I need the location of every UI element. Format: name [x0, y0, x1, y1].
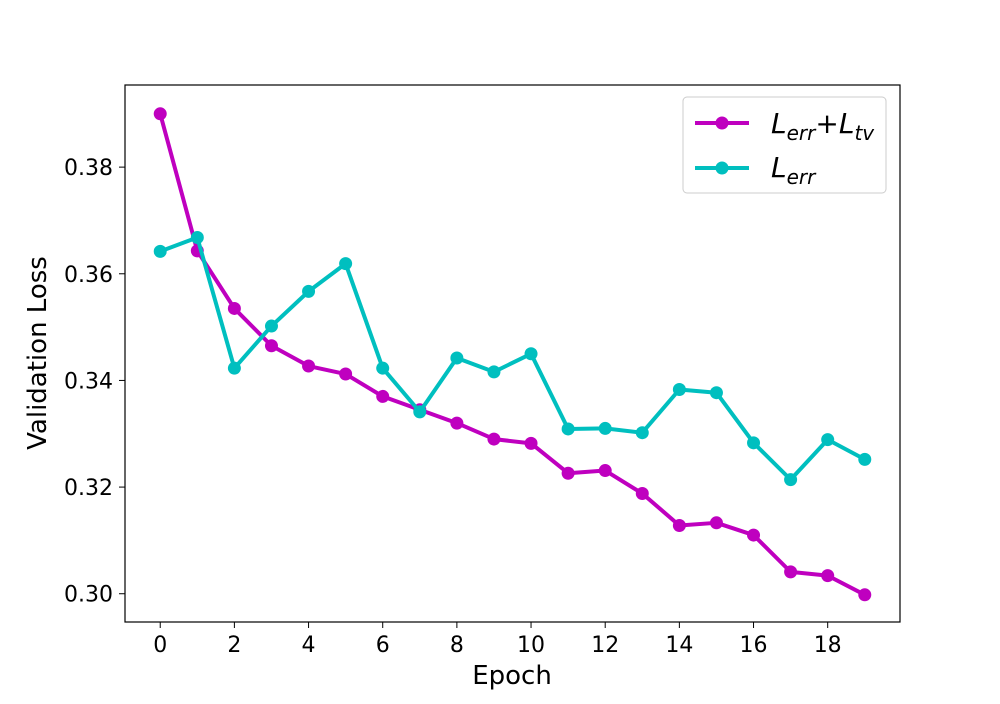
legend-lerr-ltv-plus: + — [815, 107, 838, 140]
data-point-lerr — [413, 405, 427, 419]
data-point-lerr_ltv — [376, 389, 390, 403]
data-point-lerr_ltv — [227, 301, 241, 315]
data-point-lerr — [227, 361, 241, 375]
legend-label-lerr: Lerr — [771, 151, 817, 189]
data-point-lerr_ltv — [784, 565, 798, 579]
data-point-lerr — [153, 244, 167, 258]
x-tick-label: 0 — [153, 633, 167, 658]
data-point-lerr_ltv — [487, 432, 501, 446]
data-point-lerr — [339, 257, 353, 271]
x-tick-label: 18 — [814, 633, 842, 658]
y-tick-label: 0.32 — [64, 476, 113, 501]
legend: Lerr+Ltv Lerr — [682, 96, 887, 194]
y-tick-label: 0.30 — [64, 583, 113, 608]
data-point-lerr_ltv — [598, 464, 612, 478]
legend-swatch-marker-lerr-ltv — [715, 116, 729, 130]
x-tick-label: 8 — [450, 633, 464, 658]
y-tick-label: 0.34 — [64, 369, 113, 394]
legend-swatch-marker-lerr — [715, 161, 729, 175]
x-axis-ticks: 0 2 4 6 8 10 12 14 16 18 — [153, 622, 842, 658]
data-point-lerr — [709, 386, 723, 400]
data-point-lerr — [561, 422, 575, 436]
legend-lerr-ltv-l1: L — [771, 107, 787, 140]
data-point-lerr_ltv — [747, 528, 761, 542]
y-tick-label: 0.36 — [64, 263, 113, 288]
data-point-lerr — [302, 284, 316, 298]
y-tick-label: 0.38 — [64, 156, 113, 181]
data-point-lerr — [784, 473, 798, 487]
data-point-lerr — [376, 361, 390, 375]
x-axis-label: Epoch — [472, 661, 552, 691]
x-tick-label: 2 — [227, 633, 241, 658]
data-point-lerr_ltv — [672, 518, 686, 532]
series-line-lerr — [159, 235, 866, 482]
legend-lerr-ltv-l2: L — [839, 107, 855, 140]
data-point-lerr — [747, 436, 761, 450]
series-layer — [153, 107, 872, 602]
x-tick-label: 12 — [591, 633, 619, 658]
data-point-lerr — [450, 351, 464, 365]
data-point-lerr — [635, 426, 649, 440]
x-tick-label: 16 — [740, 633, 768, 658]
data-point-lerr_ltv — [561, 466, 575, 480]
x-tick-label: 4 — [302, 633, 316, 658]
data-point-lerr — [598, 421, 612, 435]
y-axis-ticks: 0.30 0.32 0.34 0.36 0.38 — [64, 156, 125, 608]
y-axis-label: Validation Loss — [23, 256, 53, 450]
data-point-lerr — [487, 365, 501, 379]
data-point-lerr_ltv — [821, 569, 835, 583]
legend-lerr-sub1: err — [787, 165, 818, 189]
series-line-lerr_ltv — [158, 113, 866, 597]
data-point-lerr_ltv — [264, 339, 278, 353]
data-point-lerr_ltv — [339, 367, 353, 381]
legend-lerr-ltv-sub2: tv — [854, 121, 875, 145]
legend-lerr-ltv-sub1: err — [787, 121, 818, 145]
x-tick-label: 14 — [665, 633, 693, 658]
x-tick-label: 6 — [376, 633, 390, 658]
data-point-lerr — [264, 319, 278, 333]
data-point-lerr — [821, 433, 835, 447]
legend-lerr-l1: L — [771, 151, 787, 184]
data-point-lerr_ltv — [524, 436, 538, 450]
data-point-lerr_ltv — [302, 359, 316, 373]
data-point-lerr — [672, 382, 686, 396]
data-point-lerr_ltv — [635, 486, 649, 500]
data-point-lerr — [858, 452, 872, 466]
legend-label-lerr-ltv: Lerr+Ltv — [771, 107, 875, 145]
data-point-lerr_ltv — [153, 107, 167, 121]
data-point-lerr_ltv — [709, 516, 723, 530]
data-point-lerr_ltv — [858, 588, 872, 602]
data-point-lerr — [524, 347, 538, 361]
x-tick-label: 10 — [517, 633, 545, 658]
data-point-lerr — [190, 231, 204, 245]
data-point-lerr_ltv — [450, 416, 464, 430]
